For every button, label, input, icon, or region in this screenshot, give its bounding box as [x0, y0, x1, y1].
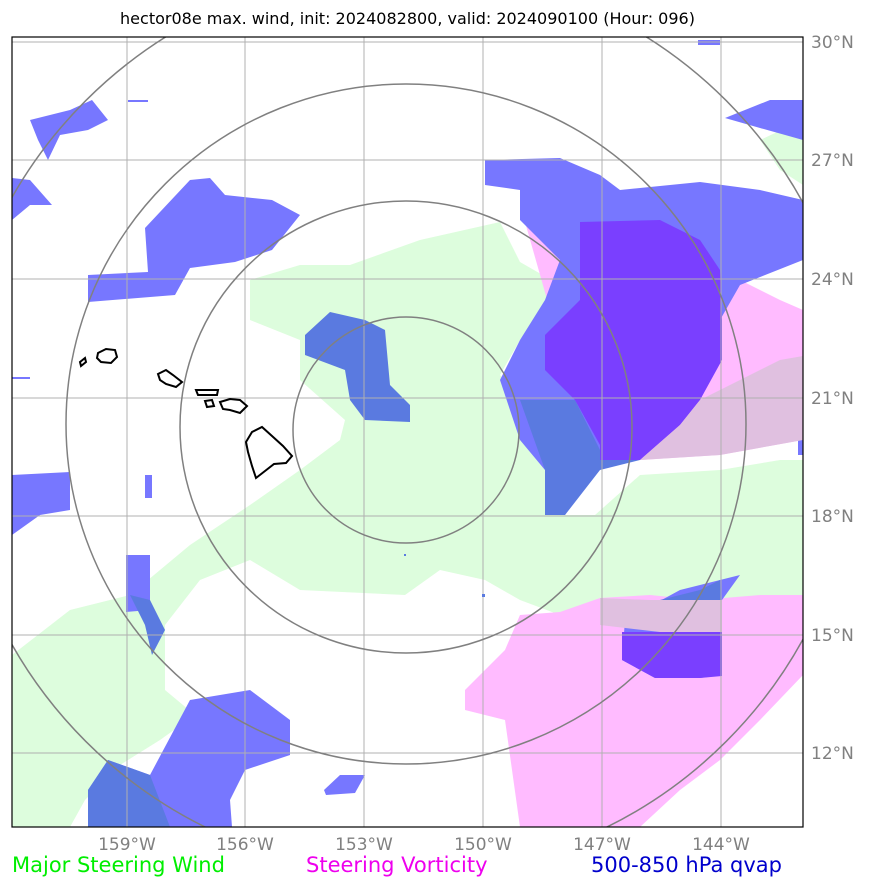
maui-island — [218, 397, 249, 415]
lon-tick-label: 156°W — [216, 835, 274, 855]
qvap-wind-overlap — [88, 760, 170, 827]
lat-tick-label: 18°N — [811, 507, 854, 527]
big-island — [244, 425, 294, 480]
gridlines — [12, 37, 803, 827]
lon-tick-label: 150°W — [454, 835, 512, 855]
range-ring-2 — [179, 200, 633, 654]
range-ring-3 — [65, 83, 747, 765]
qvap-vorticity-overlap — [545, 220, 722, 460]
molokai-island — [194, 389, 220, 396]
lat-tick-label: 15°N — [811, 626, 854, 646]
oahu-island — [156, 368, 184, 389]
qvap-field — [145, 475, 152, 498]
storm-center-marker — [482, 594, 485, 597]
qvap-wind-overlap — [305, 312, 410, 422]
qvap-field — [12, 472, 70, 535]
qvap-field — [30, 100, 108, 160]
legend-steering-wind: Major Steering Wind — [12, 853, 225, 877]
map-frame — [11, 36, 804, 828]
qvap-wind-overlap — [520, 400, 640, 515]
vorticity-wind-overlap — [600, 598, 722, 632]
kauai-island — [95, 347, 119, 365]
qvap-vorticity-overlap — [622, 632, 722, 678]
hawaiian-islands — [78, 347, 294, 480]
legend-qvap: 500-850 hPa qvap — [591, 853, 782, 877]
field-layers — [12, 37, 803, 827]
lat-tick-labels: 30°N 27°N 24°N 21°N 18°N 15°N 12°N — [811, 33, 854, 764]
lon-tick-label: 144°W — [692, 835, 750, 855]
qvap-field — [725, 100, 803, 140]
range-rings — [12, 37, 803, 827]
lat-tick-label: 24°N — [811, 270, 854, 290]
storm-center-marker — [404, 554, 406, 556]
qvap-field — [128, 100, 148, 102]
lat-tick-label: 12°N — [811, 744, 854, 764]
range-ring-1 — [292, 316, 520, 544]
qvap-field — [12, 377, 30, 379]
steering-wind-field — [12, 222, 803, 827]
niihau-island — [78, 356, 88, 368]
lon-tick-label: 159°W — [98, 835, 156, 855]
lon-tick-label: 147°W — [573, 835, 631, 855]
lat-tick-label: 30°N — [811, 33, 854, 53]
qvap-field — [88, 178, 300, 302]
qvap-field — [324, 775, 365, 795]
lanai-island — [203, 398, 216, 409]
qvap-wind-overlap — [130, 595, 165, 655]
map-title: hector08e max. wind, init: 2024082800, v… — [120, 9, 695, 28]
legend-steering-vorticity: Steering Vorticity — [306, 853, 488, 877]
qvap-field — [12, 178, 52, 220]
lat-tick-label: 27°N — [811, 151, 854, 171]
lon-tick-labels: 159°W 156°W 153°W 150°W 147°W 144°W — [98, 835, 750, 855]
lat-tick-label: 21°N — [811, 389, 854, 409]
lon-tick-label: 153°W — [335, 835, 393, 855]
